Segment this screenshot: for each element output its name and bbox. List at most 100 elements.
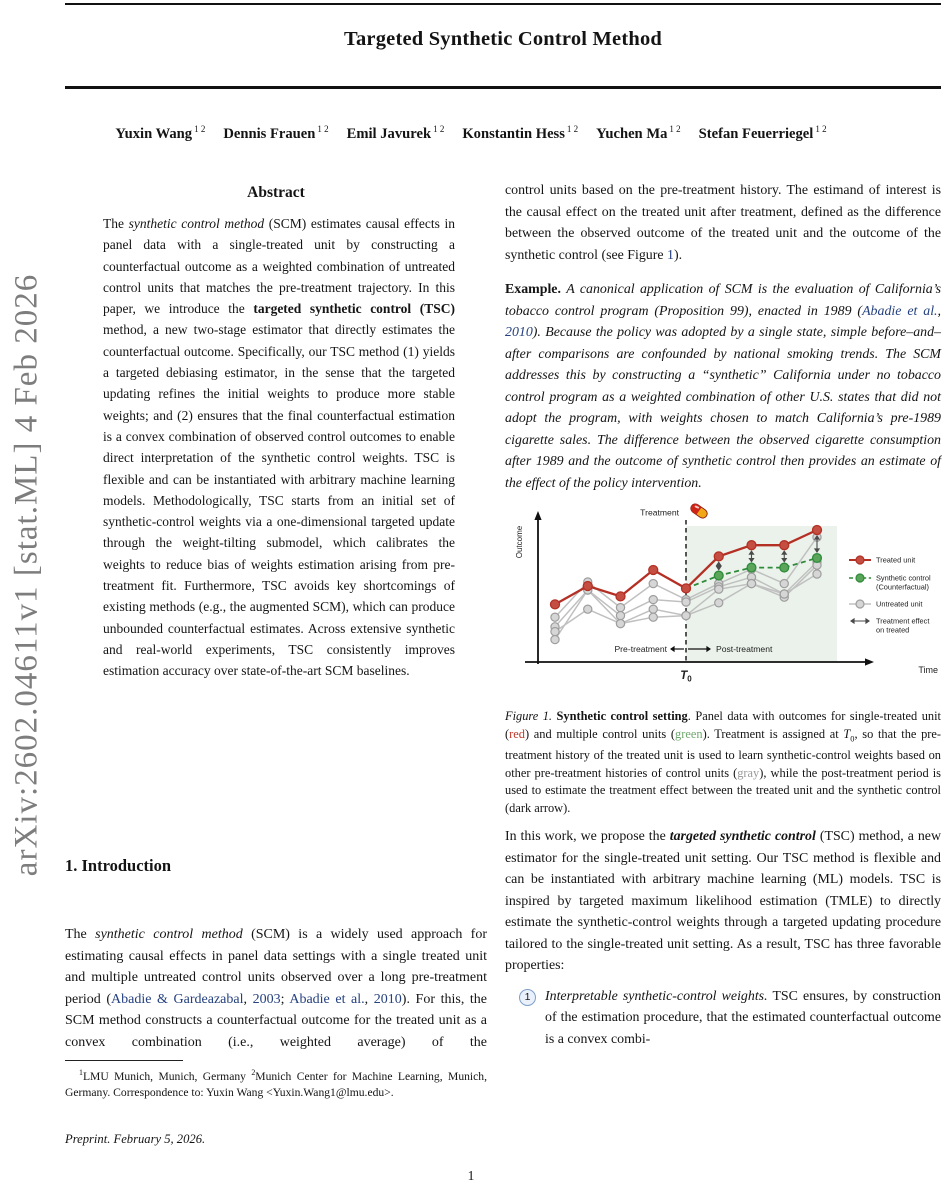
section-heading-introduction: 1. Introduction bbox=[65, 856, 487, 876]
text-run: ). bbox=[673, 247, 683, 263]
text-run: The bbox=[103, 216, 129, 231]
author-list: Yuxin Wang 1 2 Dennis Frauen 1 2 Emil Javure… bbox=[40, 124, 902, 143]
circled-number-1: 1 bbox=[519, 988, 536, 1006]
text-run: control units based on the pre-treatment… bbox=[505, 183, 941, 263]
text-run: Figure 1. bbox=[505, 709, 553, 723]
text-run: A canonical application of SCM is the ev… bbox=[505, 282, 941, 319]
author-name: Yuchen Ma 1 2 bbox=[596, 124, 681, 142]
citation-link[interactable]: 2010 bbox=[505, 325, 533, 340]
text-run: (TSC) method, a new estimator for the si… bbox=[505, 829, 941, 974]
text-run: (SCM) is a widely used approach for esti… bbox=[65, 927, 487, 1007]
y-axis-label: Outcome bbox=[515, 525, 524, 558]
svg-text:Post-treatment: Post-treatment bbox=[716, 644, 773, 654]
paragraph-example: Example. A canonical application of SCM … bbox=[505, 279, 941, 494]
text-run: 0 bbox=[850, 732, 855, 743]
author-name: Dennis Frauen 1 2 bbox=[223, 124, 329, 142]
text-run: red bbox=[509, 726, 525, 741]
author-affiliation-sup: 1 2 bbox=[433, 124, 445, 134]
author-name: Emil Javurek 1 2 bbox=[346, 124, 445, 142]
text-run: . Panel data with outcomes for single-tr… bbox=[505, 709, 941, 741]
author-affiliation-sup: 1 2 bbox=[317, 124, 329, 134]
citation-link[interactable]: 1 bbox=[667, 247, 674, 263]
post-treatment-shade bbox=[686, 526, 837, 662]
figure-1: Outcome Time T0 Treatment Pre-treatment Post-… bbox=[505, 502, 941, 817]
synthetic-control-points bbox=[713, 552, 823, 581]
pill-icon bbox=[690, 503, 708, 519]
preprint-note: Preprint. February 5, 2026. bbox=[65, 1132, 487, 1147]
svg-text:Treated unit: Treated unit bbox=[876, 556, 915, 565]
svg-text:Pre-treatment: Pre-treatment bbox=[614, 644, 667, 654]
title-rule bbox=[65, 86, 941, 89]
text-run: Interpretable synthetic-control weights. bbox=[545, 988, 768, 1004]
text-run: targeted synthetic control bbox=[669, 829, 816, 845]
svg-text:Treatment effect: Treatment effect bbox=[876, 617, 929, 626]
text-run: LMU Munich, Munich, Germany bbox=[82, 1069, 252, 1083]
arxiv-watermark: arXiv:2602.04611v1 [stat.ML] 4 Feb 2026 bbox=[8, 273, 45, 877]
text-run: ) and multiple control units ( bbox=[524, 726, 676, 741]
author-name: Konstantin Hess 1 2 bbox=[462, 124, 579, 142]
text-run: ). For this, the SCM method constructs a… bbox=[65, 991, 488, 1050]
text-run: T bbox=[843, 726, 851, 741]
author-name: Yuxin Wang 1 2 bbox=[115, 124, 206, 142]
treated-unit-points bbox=[549, 524, 823, 610]
text-run: The bbox=[65, 927, 96, 942]
svg-text:Synthetic control: Synthetic control bbox=[876, 574, 931, 583]
svg-text:Untreated unit: Untreated unit bbox=[876, 600, 922, 609]
text-run: ). Because the policy was adopted by a s… bbox=[505, 325, 941, 491]
text-run: , bbox=[937, 303, 942, 319]
text-run: ), while the post-treatment period is us… bbox=[505, 765, 941, 815]
text-run: synthetic control method bbox=[95, 927, 243, 942]
chart-legend: Treated unit Synthetic control(Counterfac… bbox=[849, 555, 931, 635]
paragraph-tsc-proposal: In this work, we propose the targeted sy… bbox=[505, 826, 941, 977]
author-name: Stefan Feuerriegel 1 2 bbox=[698, 124, 827, 142]
abstract-heading: Abstract bbox=[247, 184, 305, 201]
t0-label: T0 bbox=[680, 670, 692, 684]
paper-title: Targeted Synthetic Control Method bbox=[343, 28, 663, 50]
author-affiliation-sup: 1 2 bbox=[669, 124, 681, 134]
introduction-paragraph: The synthetic control method (SCM) is a … bbox=[65, 924, 487, 1053]
citation-link[interactable]: Abadie et al. bbox=[289, 991, 365, 1007]
author-affiliation-sup: 1 2 bbox=[194, 124, 206, 134]
text-run: ). Treatment is assigned at bbox=[702, 726, 844, 741]
text-run: In this work, we propose the bbox=[505, 829, 670, 845]
text-run: , so that the pre-treatment history of t… bbox=[505, 726, 942, 780]
axes bbox=[525, 511, 874, 666]
page-number: 1 bbox=[467, 1168, 475, 1183]
abstract-body: The synthetic control method (SCM) estim… bbox=[103, 213, 455, 682]
citation-link[interactable]: Abadie et al. bbox=[862, 303, 938, 319]
treatment-effect-arrows bbox=[715, 535, 821, 571]
right-column: control units based on the pre-treatment… bbox=[505, 180, 941, 1050]
text-run: 2 bbox=[251, 1068, 256, 1077]
text-run: TSC ensures, by construction of the esti… bbox=[545, 988, 941, 1047]
footnote-rule bbox=[65, 1060, 183, 1061]
text-run: gray bbox=[737, 765, 760, 780]
citation-link[interactable]: Abadie & Gardeazabal bbox=[111, 991, 244, 1007]
text-run: targeted synthetic control (TSC) bbox=[253, 301, 456, 317]
top-rule bbox=[65, 3, 941, 5]
text-run: green bbox=[675, 726, 703, 741]
text-run: Synthetic control setting bbox=[556, 709, 688, 723]
figure-caption: Figure 1. Synthetic control setting. Pan… bbox=[505, 708, 941, 817]
footnote: 1LMU Munich, Munich, Germany 2Munich Cen… bbox=[65, 1060, 487, 1101]
text-run: (SCM) estimates causal effects in panel … bbox=[103, 216, 455, 317]
property-list-item-1: 1 Interpretable synthetic-control weight… bbox=[505, 986, 941, 1051]
citation-link[interactable]: 2003 bbox=[252, 991, 281, 1007]
text-run: Example. bbox=[505, 282, 561, 297]
text-run: , bbox=[364, 991, 374, 1007]
text-run: , bbox=[243, 991, 253, 1007]
period-labels: Pre-treatment Post-treatment bbox=[614, 644, 773, 654]
figure-chart: Outcome Time T0 Treatment Pre-treatment Post-… bbox=[515, 503, 938, 684]
svg-text:on treated: on treated bbox=[876, 626, 909, 635]
text-run: 1 bbox=[79, 1068, 83, 1077]
text-run: method, a new two-stage estimator that d… bbox=[103, 322, 455, 679]
x-axis-label: Time bbox=[918, 665, 938, 675]
author-affiliation-sup: 1 2 bbox=[815, 124, 827, 134]
treatment-label: Treatment bbox=[640, 508, 679, 518]
text-run: Munich Center for Machine Learning, Muni… bbox=[65, 1069, 487, 1099]
list-item-text: Interpretable synthetic-control weights.… bbox=[545, 986, 941, 1051]
svg-text:(Counterfactual): (Counterfactual) bbox=[876, 583, 929, 592]
author-affiliation-sup: 1 2 bbox=[566, 124, 579, 134]
text-run: synthetic control method bbox=[128, 216, 265, 231]
citation-link[interactable]: 2010 bbox=[373, 991, 402, 1007]
